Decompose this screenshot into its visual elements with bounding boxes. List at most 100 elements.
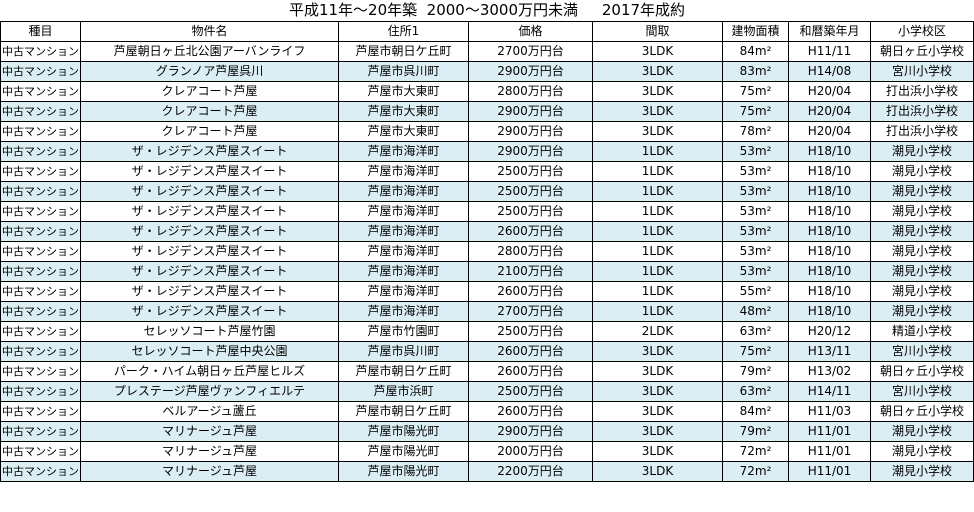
cell-school-district[interactable]: 潮見小学校 bbox=[870, 301, 974, 322]
cell-floor-area[interactable]: 84m² bbox=[722, 41, 789, 62]
cell-type[interactable]: 中古マンション bbox=[0, 421, 81, 442]
cell-address[interactable]: 芦屋市海洋町 bbox=[338, 241, 469, 262]
cell-school-district[interactable]: 精道小学校 bbox=[870, 321, 974, 342]
cell-type[interactable]: 中古マンション bbox=[0, 261, 81, 282]
cell-address[interactable]: 芦屋市浜町 bbox=[338, 381, 469, 402]
cell-property-name[interactable]: クレアコート芦屋 bbox=[80, 101, 339, 122]
cell-floor-area[interactable]: 84m² bbox=[722, 401, 789, 422]
cell-price[interactable]: 2100万円台 bbox=[468, 261, 593, 282]
cell-price[interactable]: 2600万円台 bbox=[468, 401, 593, 422]
cell-floor-area[interactable]: 63m² bbox=[722, 381, 789, 402]
cell-built-date[interactable]: H20/04 bbox=[788, 101, 871, 122]
cell-property-name[interactable]: ザ・レジデンス芦屋スイート bbox=[80, 181, 339, 202]
cell-floor-area[interactable]: 53m² bbox=[722, 181, 789, 202]
header-cell-built-date[interactable]: 和暦築年月 bbox=[788, 21, 871, 42]
cell-school-district[interactable]: 朝日ヶ丘小学校 bbox=[870, 361, 974, 382]
cell-layout[interactable]: 1LDK bbox=[592, 281, 723, 302]
cell-property-name[interactable]: マリナージュ芦屋 bbox=[80, 441, 339, 462]
cell-built-date[interactable]: H20/12 bbox=[788, 321, 871, 342]
cell-price[interactable]: 2900万円台 bbox=[468, 61, 593, 82]
cell-layout[interactable]: 3LDK bbox=[592, 121, 723, 142]
cell-price[interactable]: 2800万円台 bbox=[468, 241, 593, 262]
cell-price[interactable]: 2700万円台 bbox=[468, 41, 593, 62]
cell-type[interactable]: 中古マンション bbox=[0, 41, 81, 62]
cell-built-date[interactable]: H20/04 bbox=[788, 121, 871, 142]
cell-type[interactable]: 中古マンション bbox=[0, 381, 81, 402]
cell-layout[interactable]: 1LDK bbox=[592, 141, 723, 162]
cell-property-name[interactable]: ザ・レジデンス芦屋スイート bbox=[80, 261, 339, 282]
cell-property-name[interactable]: マリナージュ芦屋 bbox=[80, 421, 339, 442]
cell-address[interactable]: 芦屋市大東町 bbox=[338, 121, 469, 142]
cell-floor-area[interactable]: 53m² bbox=[722, 261, 789, 282]
cell-floor-area[interactable]: 63m² bbox=[722, 321, 789, 342]
cell-school-district[interactable]: 潮見小学校 bbox=[870, 201, 974, 222]
cell-floor-area[interactable]: 53m² bbox=[722, 161, 789, 182]
header-cell-school-district[interactable]: 小学校区 bbox=[870, 21, 974, 42]
header-cell-price[interactable]: 価格 bbox=[468, 21, 593, 42]
cell-school-district[interactable]: 潮見小学校 bbox=[870, 241, 974, 262]
cell-layout[interactable]: 3LDK bbox=[592, 101, 723, 122]
cell-type[interactable]: 中古マンション bbox=[0, 301, 81, 322]
cell-type[interactable]: 中古マンション bbox=[0, 321, 81, 342]
cell-type[interactable]: 中古マンション bbox=[0, 61, 81, 82]
cell-built-date[interactable]: H18/10 bbox=[788, 261, 871, 282]
cell-address[interactable]: 芦屋市竹園町 bbox=[338, 321, 469, 342]
cell-school-district[interactable]: 打出浜小学校 bbox=[870, 101, 974, 122]
cell-type[interactable]: 中古マンション bbox=[0, 181, 81, 202]
cell-built-date[interactable]: H13/11 bbox=[788, 341, 871, 362]
cell-floor-area[interactable]: 72m² bbox=[722, 461, 789, 482]
cell-property-name[interactable]: ザ・レジデンス芦屋スイート bbox=[80, 241, 339, 262]
cell-floor-area[interactable]: 79m² bbox=[722, 421, 789, 442]
cell-property-name[interactable]: プレステージ芦屋ヴァンフィエルテ bbox=[80, 381, 339, 402]
cell-type[interactable]: 中古マンション bbox=[0, 341, 81, 362]
cell-address[interactable]: 芦屋市呉川町 bbox=[338, 341, 469, 362]
cell-built-date[interactable]: H18/10 bbox=[788, 141, 871, 162]
header-cell-layout[interactable]: 間取 bbox=[592, 21, 723, 42]
cell-floor-area[interactable]: 53m² bbox=[722, 241, 789, 262]
header-cell-address[interactable]: 住所1 bbox=[338, 21, 469, 42]
cell-address[interactable]: 芦屋市海洋町 bbox=[338, 281, 469, 302]
cell-address[interactable]: 芦屋市海洋町 bbox=[338, 161, 469, 182]
cell-address[interactable]: 芦屋市朝日ケ丘町 bbox=[338, 361, 469, 382]
cell-floor-area[interactable]: 79m² bbox=[722, 361, 789, 382]
cell-price[interactable]: 2500万円台 bbox=[468, 181, 593, 202]
cell-property-name[interactable]: グランノア芦屋呉川 bbox=[80, 61, 339, 82]
cell-price[interactable]: 2500万円台 bbox=[468, 201, 593, 222]
cell-property-name[interactable]: ザ・レジデンス芦屋スイート bbox=[80, 281, 339, 302]
cell-property-name[interactable]: クレアコート芦屋 bbox=[80, 81, 339, 102]
cell-type[interactable]: 中古マンション bbox=[0, 281, 81, 302]
cell-floor-area[interactable]: 55m² bbox=[722, 281, 789, 302]
cell-address[interactable]: 芦屋市海洋町 bbox=[338, 181, 469, 202]
cell-built-date[interactable]: H14/08 bbox=[788, 61, 871, 82]
cell-built-date[interactable]: H11/11 bbox=[788, 41, 871, 62]
cell-floor-area[interactable]: 53m² bbox=[722, 221, 789, 242]
cell-address[interactable]: 芦屋市陽光町 bbox=[338, 421, 469, 442]
cell-price[interactable]: 2600万円台 bbox=[468, 221, 593, 242]
cell-layout[interactable]: 1LDK bbox=[592, 221, 723, 242]
cell-school-district[interactable]: 潮見小学校 bbox=[870, 261, 974, 282]
cell-built-date[interactable]: H11/01 bbox=[788, 421, 871, 442]
header-cell-property-name[interactable]: 物件名 bbox=[80, 21, 339, 42]
cell-address[interactable]: 芦屋市呉川町 bbox=[338, 61, 469, 82]
cell-property-name[interactable]: ザ・レジデンス芦屋スイート bbox=[80, 141, 339, 162]
cell-layout[interactable]: 2LDK bbox=[592, 321, 723, 342]
cell-layout[interactable]: 1LDK bbox=[592, 301, 723, 322]
cell-type[interactable]: 中古マンション bbox=[0, 441, 81, 462]
cell-floor-area[interactable]: 53m² bbox=[722, 141, 789, 162]
cell-address[interactable]: 芦屋市陽光町 bbox=[338, 461, 469, 482]
cell-price[interactable]: 2500万円台 bbox=[468, 321, 593, 342]
cell-floor-area[interactable]: 75m² bbox=[722, 341, 789, 362]
cell-type[interactable]: 中古マンション bbox=[0, 121, 81, 142]
cell-price[interactable]: 2600万円台 bbox=[468, 361, 593, 382]
cell-floor-area[interactable]: 75m² bbox=[722, 101, 789, 122]
cell-school-district[interactable]: 宮川小学校 bbox=[870, 381, 974, 402]
cell-property-name[interactable]: パーク・ハイム朝日ヶ丘芦屋ヒルズ bbox=[80, 361, 339, 382]
cell-property-name[interactable]: ザ・レジデンス芦屋スイート bbox=[80, 201, 339, 222]
cell-type[interactable]: 中古マンション bbox=[0, 101, 81, 122]
cell-layout[interactable]: 3LDK bbox=[592, 421, 723, 442]
cell-layout[interactable]: 3LDK bbox=[592, 61, 723, 82]
cell-floor-area[interactable]: 78m² bbox=[722, 121, 789, 142]
cell-type[interactable]: 中古マンション bbox=[0, 201, 81, 222]
cell-layout[interactable]: 1LDK bbox=[592, 181, 723, 202]
cell-property-name[interactable]: ザ・レジデンス芦屋スイート bbox=[80, 161, 339, 182]
